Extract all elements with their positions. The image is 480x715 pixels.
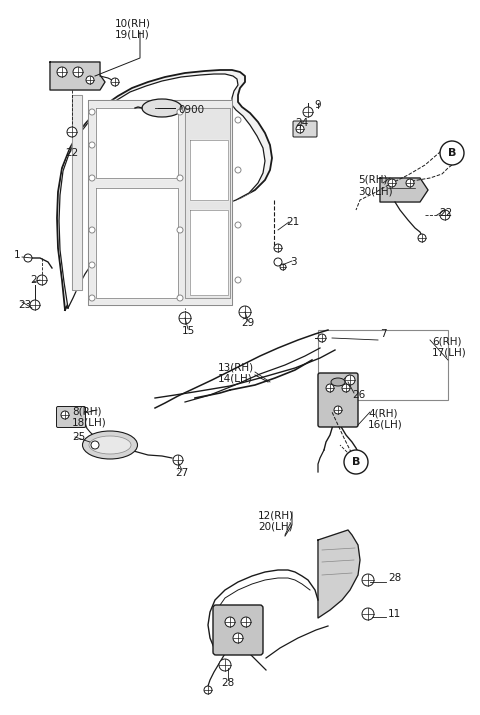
Circle shape — [177, 295, 183, 301]
Text: 4(RH)
16(LH): 4(RH) 16(LH) — [368, 408, 403, 430]
Circle shape — [235, 222, 241, 228]
Polygon shape — [72, 95, 82, 290]
Circle shape — [177, 109, 183, 115]
Ellipse shape — [331, 378, 345, 386]
FancyBboxPatch shape — [213, 605, 263, 655]
Circle shape — [418, 234, 426, 242]
Circle shape — [406, 179, 414, 187]
Text: 15: 15 — [181, 326, 194, 336]
Circle shape — [334, 406, 342, 414]
Circle shape — [342, 384, 350, 392]
Circle shape — [73, 67, 83, 77]
Polygon shape — [96, 188, 178, 298]
Circle shape — [362, 574, 374, 586]
Circle shape — [440, 210, 450, 220]
Circle shape — [344, 450, 368, 474]
Polygon shape — [380, 178, 428, 202]
Circle shape — [280, 264, 286, 270]
Text: 1: 1 — [14, 250, 21, 260]
Circle shape — [89, 109, 95, 115]
Text: 0900: 0900 — [178, 105, 204, 115]
Circle shape — [225, 617, 235, 627]
FancyBboxPatch shape — [293, 121, 317, 137]
Circle shape — [67, 127, 77, 137]
Circle shape — [362, 608, 374, 620]
Polygon shape — [57, 70, 272, 310]
Ellipse shape — [83, 431, 137, 459]
Polygon shape — [190, 140, 228, 200]
Circle shape — [89, 142, 95, 148]
Text: 10(RH)
19(LH): 10(RH) 19(LH) — [115, 18, 151, 39]
FancyBboxPatch shape — [57, 407, 85, 428]
Circle shape — [235, 277, 241, 283]
Text: 2: 2 — [30, 275, 36, 285]
Circle shape — [219, 659, 231, 671]
Circle shape — [173, 455, 183, 465]
Circle shape — [204, 686, 212, 694]
Circle shape — [179, 312, 191, 324]
Text: 24: 24 — [295, 118, 309, 128]
Circle shape — [86, 76, 94, 84]
Circle shape — [89, 262, 95, 268]
Circle shape — [239, 306, 251, 318]
Polygon shape — [59, 74, 265, 308]
Circle shape — [440, 141, 464, 165]
Text: 11: 11 — [388, 609, 401, 619]
Circle shape — [177, 175, 183, 181]
Circle shape — [345, 375, 355, 385]
Circle shape — [296, 125, 304, 133]
Polygon shape — [96, 108, 178, 178]
Circle shape — [61, 411, 69, 419]
Polygon shape — [50, 62, 105, 90]
Circle shape — [91, 441, 99, 449]
Text: 8(RH)
18(LH): 8(RH) 18(LH) — [72, 406, 107, 428]
Circle shape — [274, 244, 282, 252]
Text: 28: 28 — [388, 573, 401, 583]
Bar — [318, 330, 448, 400]
Circle shape — [24, 254, 32, 262]
Circle shape — [30, 300, 40, 310]
Polygon shape — [185, 108, 230, 298]
Circle shape — [57, 67, 67, 77]
Circle shape — [111, 78, 119, 86]
Circle shape — [177, 227, 183, 233]
Circle shape — [37, 275, 47, 285]
Text: 13(RH)
14(LH): 13(RH) 14(LH) — [218, 362, 254, 384]
Polygon shape — [190, 210, 228, 295]
Circle shape — [89, 295, 95, 301]
Circle shape — [326, 384, 334, 392]
Circle shape — [233, 633, 243, 643]
Circle shape — [235, 117, 241, 123]
Text: 9: 9 — [315, 100, 321, 110]
Text: B: B — [448, 148, 456, 158]
Text: 25: 25 — [72, 432, 85, 442]
Polygon shape — [88, 100, 232, 305]
Text: 7: 7 — [380, 329, 386, 339]
Circle shape — [388, 179, 396, 187]
FancyBboxPatch shape — [318, 373, 358, 427]
Circle shape — [318, 334, 326, 342]
Circle shape — [89, 227, 95, 233]
Text: 6(RH)
17(LH): 6(RH) 17(LH) — [432, 336, 467, 358]
Circle shape — [89, 175, 95, 181]
Text: 3: 3 — [290, 257, 297, 267]
Text: 23: 23 — [18, 300, 31, 310]
Circle shape — [241, 617, 251, 627]
Text: 29: 29 — [241, 318, 254, 328]
Text: B: B — [352, 457, 360, 467]
Text: 22: 22 — [439, 208, 453, 218]
Ellipse shape — [89, 436, 131, 454]
Text: 12(RH)
20(LH): 12(RH) 20(LH) — [258, 510, 294, 531]
Text: 5(RH)
30(LH): 5(RH) 30(LH) — [358, 175, 393, 197]
Text: 27: 27 — [175, 468, 189, 478]
Circle shape — [303, 107, 313, 117]
Polygon shape — [318, 530, 360, 618]
Text: 21: 21 — [286, 217, 299, 227]
Circle shape — [235, 167, 241, 173]
Text: 22: 22 — [65, 148, 79, 158]
Text: 26: 26 — [352, 390, 365, 400]
Text: 28: 28 — [221, 678, 235, 688]
Circle shape — [274, 258, 282, 266]
Ellipse shape — [142, 99, 182, 117]
